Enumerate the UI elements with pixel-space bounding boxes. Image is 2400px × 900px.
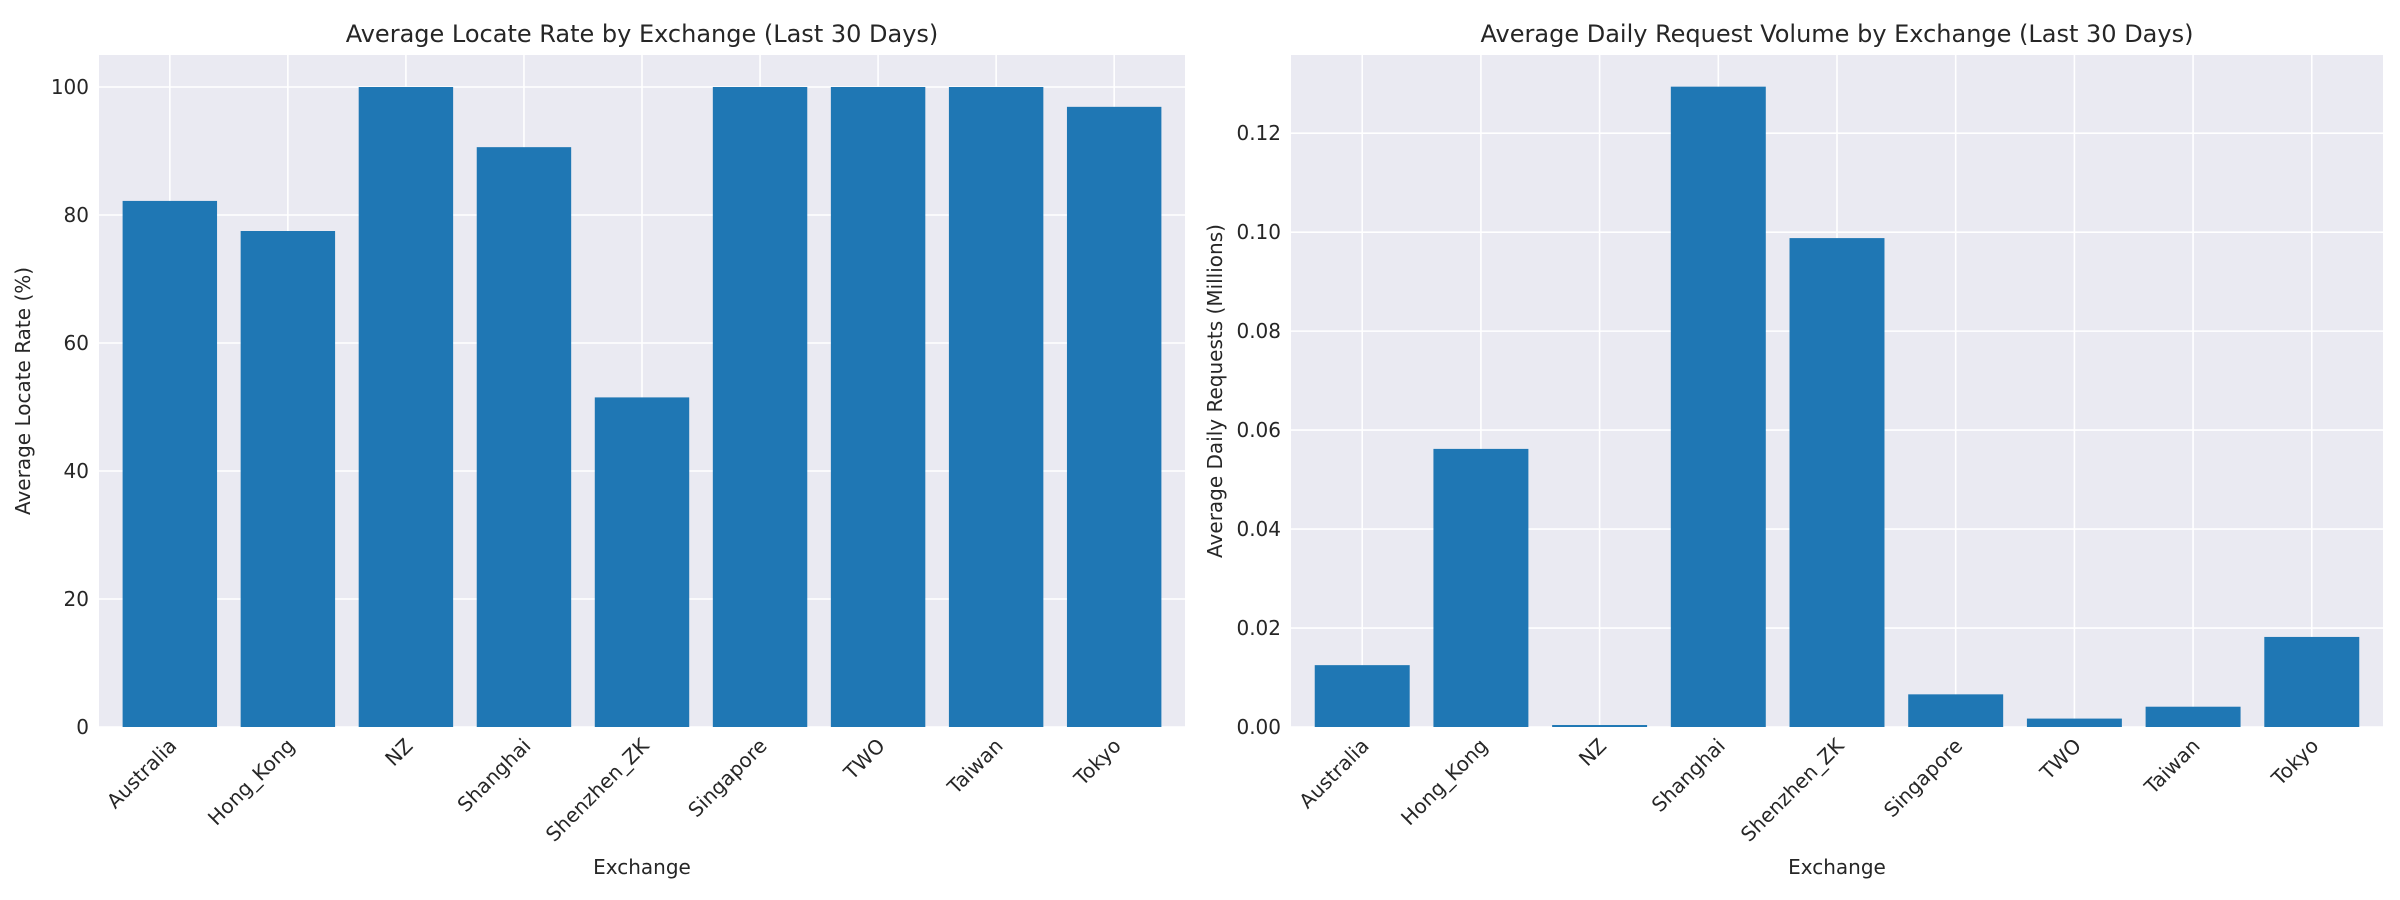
y-tick-label: 100 bbox=[51, 75, 89, 99]
bar-nz bbox=[358, 87, 454, 727]
y-axis-label: Average Locate Rate (%) bbox=[11, 267, 35, 515]
chart-title: Average Daily Request Volume by Exchange… bbox=[1481, 20, 2194, 48]
x-tick-label: Tokyo bbox=[2266, 734, 2323, 791]
x-tick-label: Tokyo bbox=[1068, 734, 1125, 791]
y-tick-label: 60 bbox=[64, 331, 89, 355]
y-axis-label: Average Daily Requests (Millions) bbox=[1203, 224, 1227, 558]
x-tick-label: Singapore bbox=[1879, 734, 1967, 822]
x-tick-label: Hong_Kong bbox=[1396, 734, 1492, 830]
x-tick-label: Singapore bbox=[683, 734, 771, 822]
bar-shanghai bbox=[476, 147, 572, 727]
y-tick-label: 80 bbox=[64, 203, 89, 227]
x-tick-label: Shanghai bbox=[1647, 734, 1730, 817]
x-tick-label: Hong_Kong bbox=[203, 734, 299, 830]
y-tick-label: 0.04 bbox=[1236, 517, 1281, 541]
y-tick-label: 40 bbox=[64, 459, 89, 483]
bar-singapore bbox=[1908, 694, 2004, 727]
x-tick-label: TWO bbox=[838, 734, 889, 785]
y-tick-label: 0.12 bbox=[1236, 121, 1281, 145]
bar-australia bbox=[1314, 665, 1410, 727]
x-tick-label: Taiwan bbox=[2139, 734, 2205, 800]
x-tick-label: Shanghai bbox=[452, 734, 535, 817]
x-tick-label: Australia bbox=[102, 734, 182, 814]
y-tick-label: 0.06 bbox=[1236, 418, 1281, 442]
x-tick-label: Australia bbox=[1294, 734, 1374, 814]
bar-hong-kong bbox=[240, 231, 336, 727]
bar-singapore bbox=[712, 87, 808, 727]
bar-tokyo bbox=[1066, 106, 1162, 728]
x-axis-label: Exchange bbox=[1788, 855, 1886, 879]
y-tick-label: 0.02 bbox=[1236, 616, 1281, 640]
bar-nz bbox=[1552, 725, 1648, 727]
y-tick-label: 0.10 bbox=[1236, 220, 1281, 244]
bar-two bbox=[830, 87, 926, 727]
y-tick-label: 0.08 bbox=[1236, 319, 1281, 343]
x-tick-label: NZ bbox=[380, 734, 417, 771]
chart-title: Average Locate Rate by Exchange (Last 30… bbox=[346, 20, 939, 48]
bar-hong-kong bbox=[1433, 448, 1529, 727]
bar-taiwan bbox=[948, 87, 1044, 727]
y-tick-label: 20 bbox=[64, 587, 89, 611]
chart-1: 0 20 40 60 80 100 Australia Hong_Kong NZ Shanghai… bbox=[11, 20, 1185, 879]
bar-two bbox=[2026, 718, 2122, 727]
x-tick-label: Shenzhen_ZK bbox=[541, 733, 654, 846]
x-tick-label: NZ bbox=[1574, 734, 1611, 771]
bar-shenzhen-zk bbox=[594, 397, 690, 727]
y-tick-label: 0.00 bbox=[1236, 715, 1281, 739]
bar-taiwan bbox=[2145, 706, 2241, 727]
chart-2: 0.00 0.02 0.04 0.06 0.08 0.10 0.12 Australia Hon… bbox=[1203, 20, 2383, 879]
bar-shenzhen-zk bbox=[1789, 238, 1885, 728]
bar-tokyo bbox=[2264, 636, 2360, 727]
x-tick-label: Shenzhen_ZK bbox=[1736, 733, 1849, 846]
y-tick-label: 0 bbox=[76, 715, 89, 739]
x-tick-label: Taiwan bbox=[942, 734, 1008, 800]
x-tick-label: TWO bbox=[2034, 734, 2085, 785]
bar-australia bbox=[122, 200, 218, 728]
x-axis-label: Exchange bbox=[593, 855, 691, 879]
bar-shanghai bbox=[1670, 86, 1766, 727]
